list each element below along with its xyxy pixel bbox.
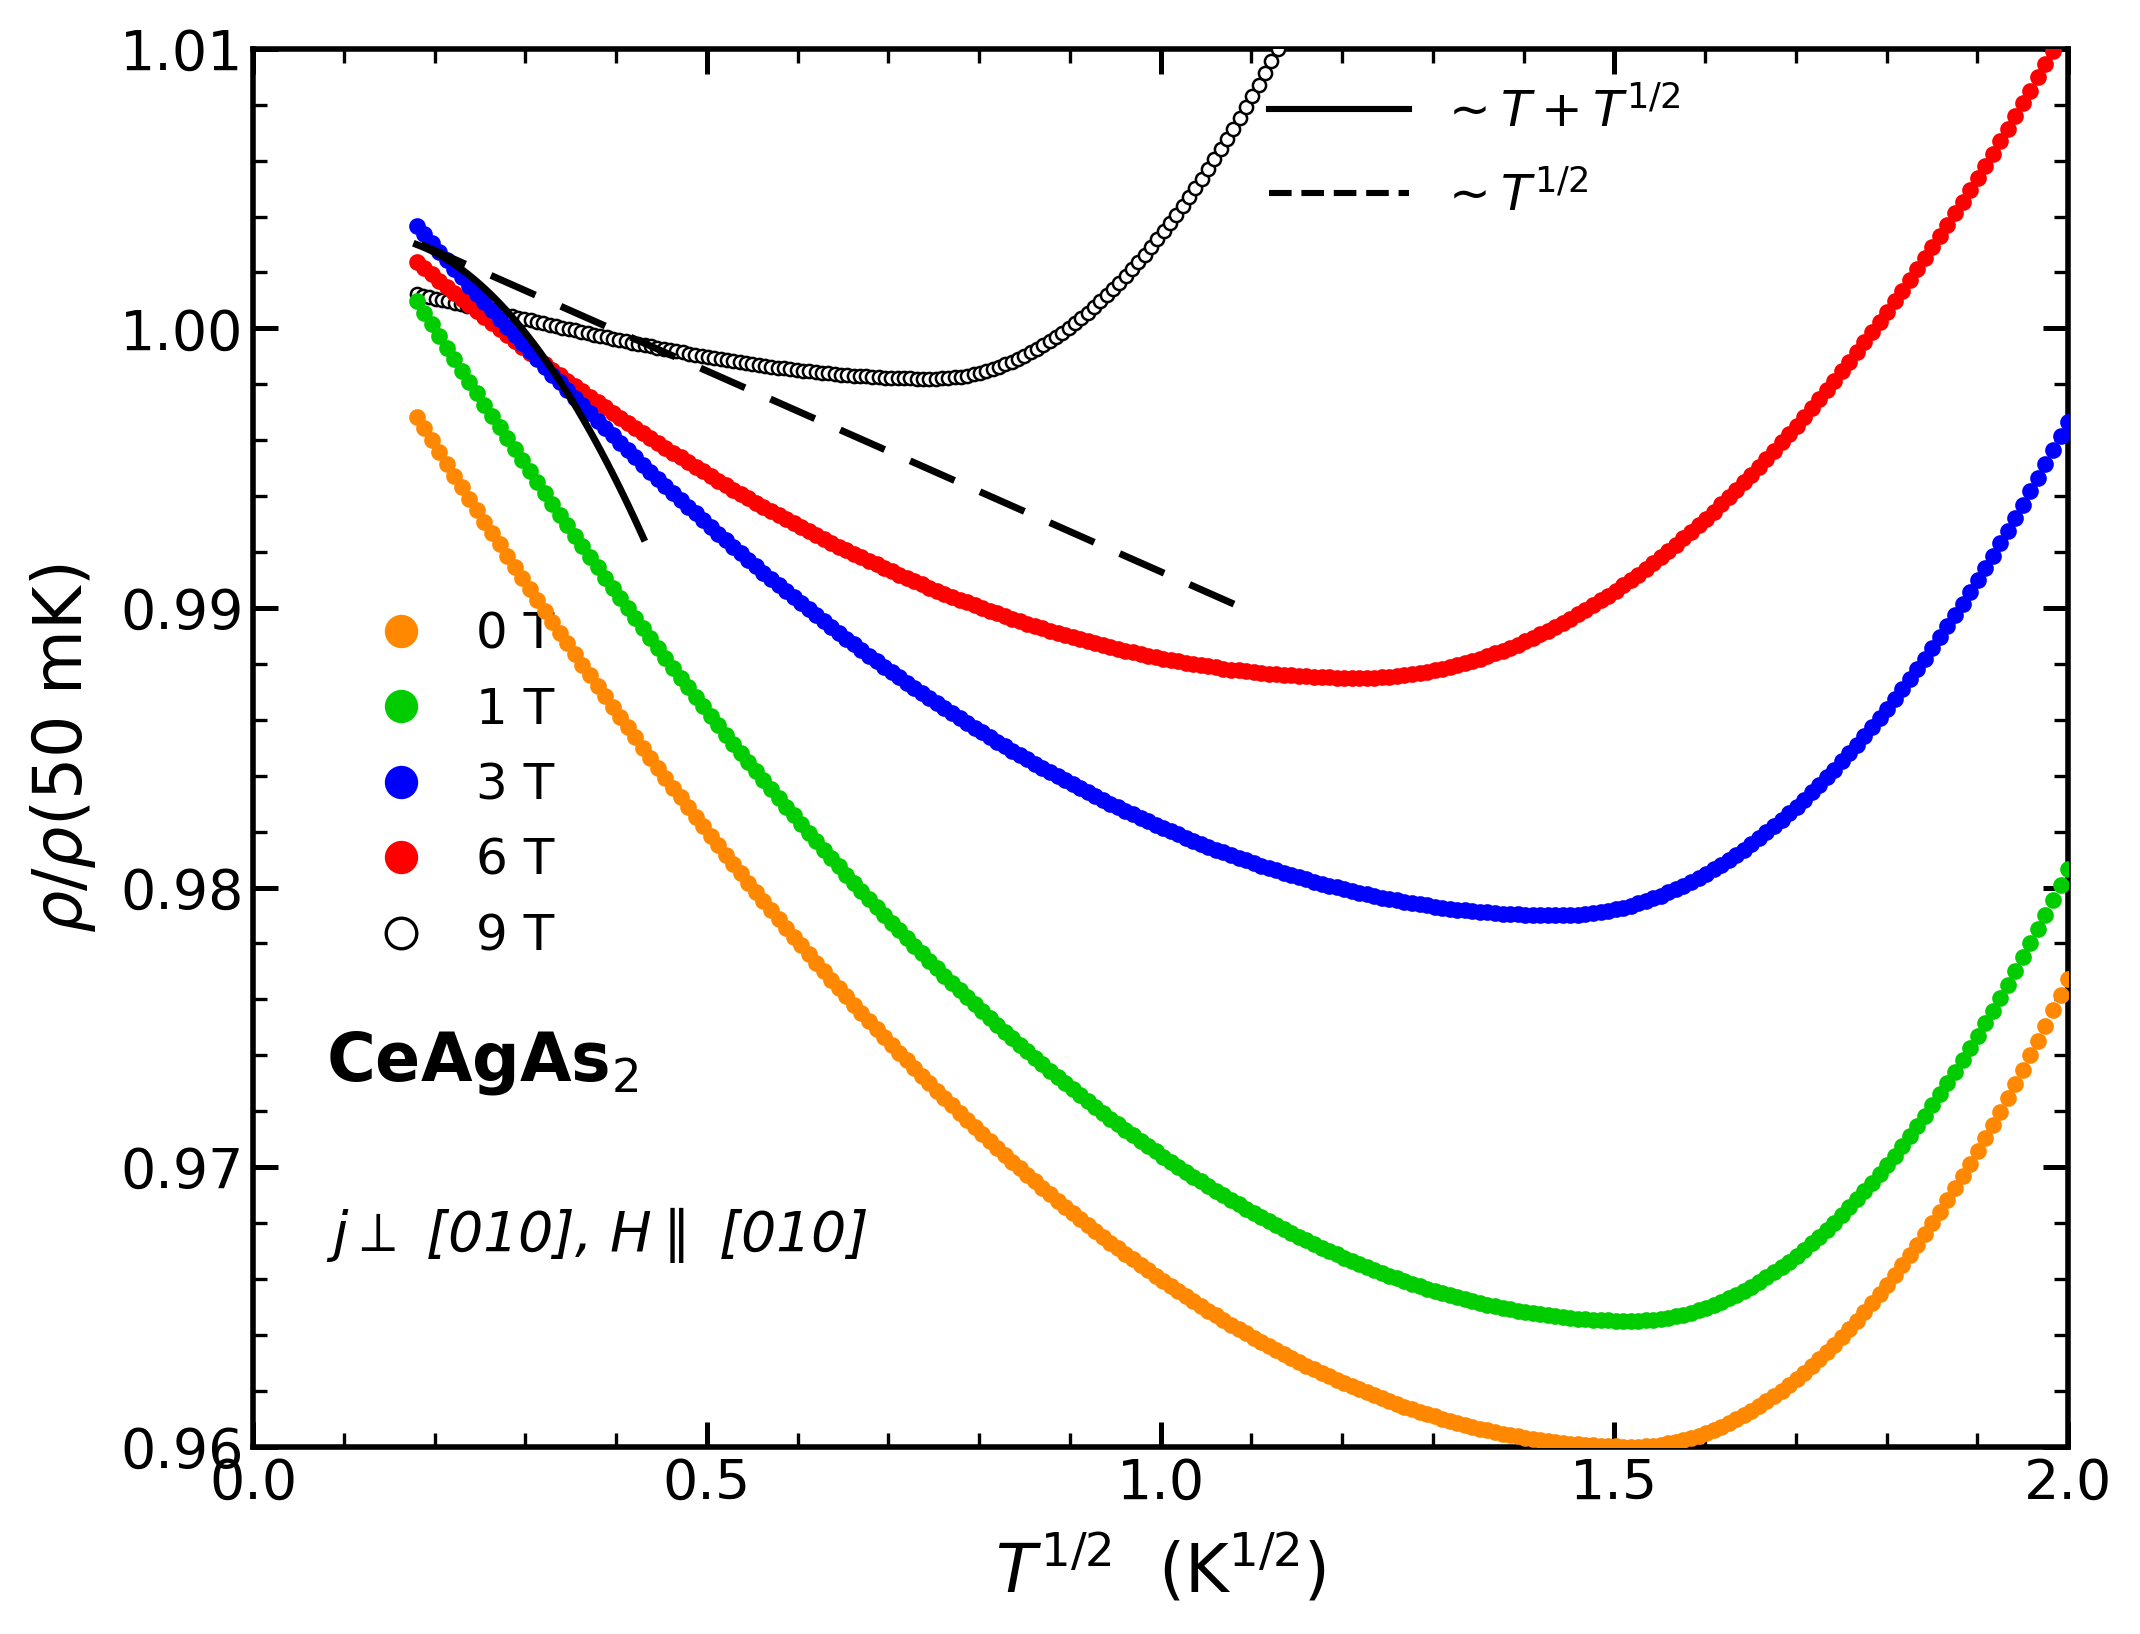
- Y-axis label: $\rho/\rho$(50 mK): $\rho/\rho$(50 mK): [28, 562, 98, 933]
- Text: CeAgAs$_2$: CeAgAs$_2$: [325, 1029, 638, 1096]
- Legend: $\sim T + T^{1/2}$, $\sim T^{1/2}$: $\sim T + T^{1/2}$, $\sim T^{1/2}$: [1269, 88, 1680, 221]
- X-axis label: $T^{1/2}$  (K$^{1/2}$): $T^{1/2}$ (K$^{1/2}$): [995, 1533, 1327, 1606]
- Text: $j \perp$ [010], $H \parallel$ [010]: $j \perp$ [010], $H \parallel$ [010]: [325, 1204, 867, 1265]
